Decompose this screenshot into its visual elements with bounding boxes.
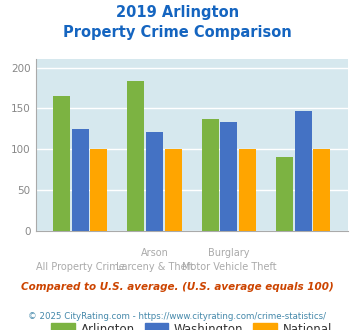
Text: Property Crime Comparison: Property Crime Comparison [63, 25, 292, 40]
Bar [202, 119, 219, 231]
Text: All Property Crime: All Property Crime [36, 262, 125, 272]
Text: Larceny & Theft: Larceny & Theft [116, 262, 193, 272]
Bar [165, 149, 182, 231]
Bar [90, 149, 107, 231]
Bar [220, 122, 237, 231]
Text: 2019 Arlington: 2019 Arlington [116, 5, 239, 20]
Bar [53, 96, 70, 231]
Bar [295, 111, 312, 231]
Bar [239, 149, 256, 231]
Bar [313, 149, 331, 231]
Text: © 2025 CityRating.com - https://www.cityrating.com/crime-statistics/: © 2025 CityRating.com - https://www.city… [28, 312, 327, 321]
Legend: Arlington, Washington, National: Arlington, Washington, National [51, 323, 332, 330]
Text: Compared to U.S. average. (U.S. average equals 100): Compared to U.S. average. (U.S. average … [21, 282, 334, 292]
Text: Arson: Arson [141, 248, 168, 258]
Bar [276, 157, 293, 231]
Text: Motor Vehicle Theft: Motor Vehicle Theft [181, 262, 276, 272]
Bar [72, 129, 89, 231]
Bar [146, 132, 163, 231]
Text: Burglary: Burglary [208, 248, 250, 258]
Bar [127, 81, 144, 231]
